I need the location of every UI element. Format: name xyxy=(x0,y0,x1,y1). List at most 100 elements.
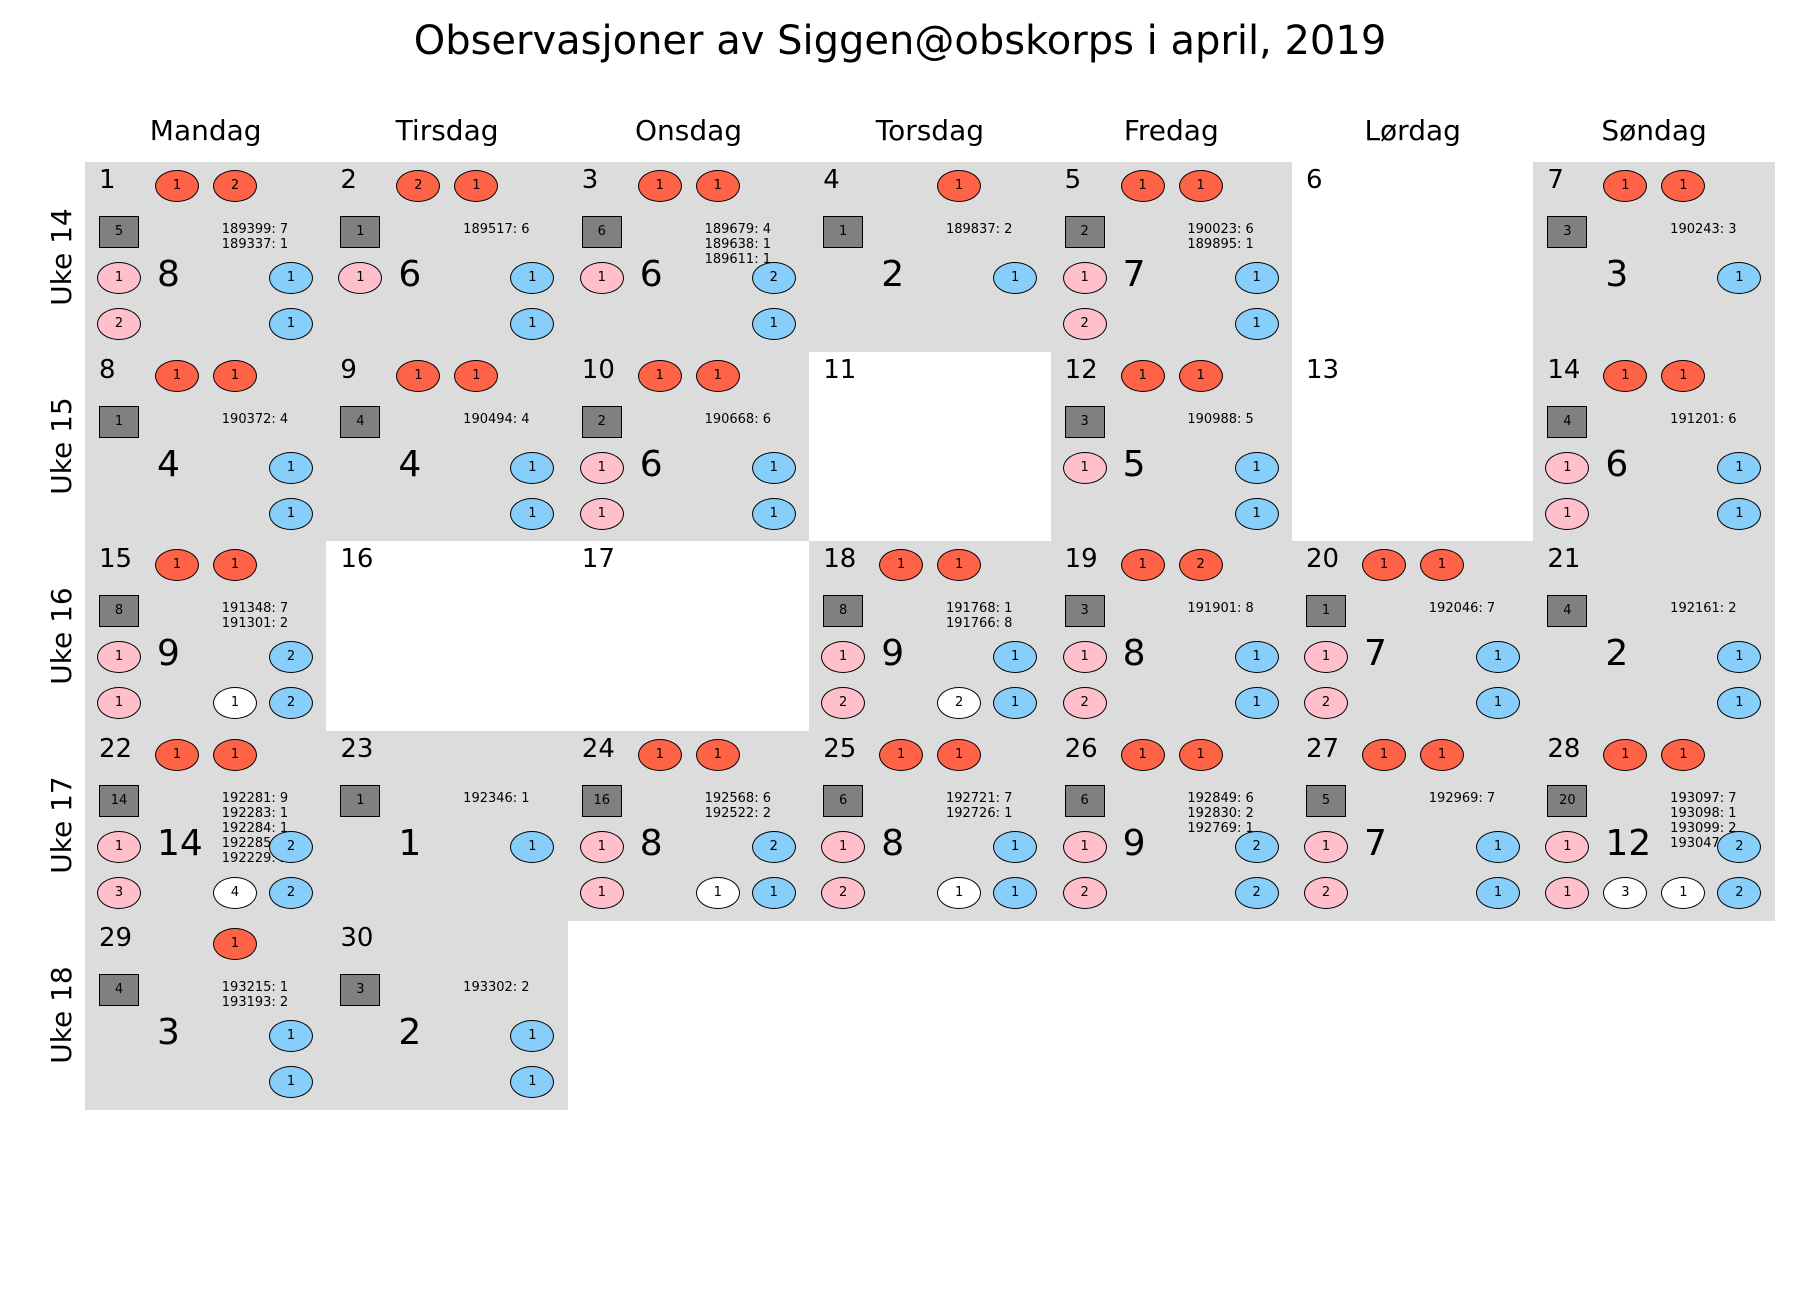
observation-id: 190372: 4 xyxy=(221,411,289,427)
white-count-marker: 1 xyxy=(1661,876,1706,909)
observation-id-list: 189679: 4 189638: 1 189611: 1 xyxy=(678,222,798,267)
gray-count-box: 4 xyxy=(99,974,139,1006)
day-cell: 6 xyxy=(1292,162,1534,352)
pink-count-marker: 1 xyxy=(1062,262,1107,294)
red-count-marker: 1 xyxy=(1362,738,1406,771)
blue-count-marker: 1 xyxy=(510,1020,555,1052)
observation-id-list: 192568: 6 192522: 2 xyxy=(678,791,798,821)
white-count-marker: 4 xyxy=(213,876,257,909)
gray-count-box: 16 xyxy=(581,784,622,817)
blue-count-marker: 1 xyxy=(1717,687,1762,719)
observation-id: 189399: 7 xyxy=(221,222,289,237)
day-number: 16 xyxy=(340,544,374,574)
red-count-marker: 1 xyxy=(1661,359,1706,392)
day-total: 7 xyxy=(1364,633,1387,674)
red-count-marker: 1 xyxy=(155,170,199,202)
gray-count-box: 2 xyxy=(581,405,622,438)
day-total: 4 xyxy=(398,443,422,485)
gray-count-box: 1 xyxy=(340,216,381,248)
observation-id: 190668: 6 xyxy=(704,411,771,427)
red-count-marker: 1 xyxy=(637,359,682,392)
gray-count-box: 3 xyxy=(340,974,381,1006)
day-number: 20 xyxy=(1306,544,1340,574)
observation-id: 191348: 7 xyxy=(221,601,289,616)
weekday-header: Søndag xyxy=(1601,114,1707,147)
observation-id-list: 190668: 6 xyxy=(678,412,798,427)
red-count-marker: 1 xyxy=(695,359,740,392)
observation-id-list: 190988: 5 xyxy=(1161,412,1281,427)
blue-count-marker: 1 xyxy=(1717,641,1762,673)
pink-count-marker: 1 xyxy=(1062,451,1107,484)
red-count-marker: 1 xyxy=(1120,738,1165,771)
gray-count-box: 1 xyxy=(1306,595,1346,627)
day-number: 23 xyxy=(340,733,374,764)
week-label: Uke 17 xyxy=(45,776,78,874)
pink-count-marker: 1 xyxy=(1545,876,1590,909)
red-count-marker: 1 xyxy=(1661,170,1706,202)
blue-count-marker: 1 xyxy=(269,451,313,484)
day-cell: 28 1 1 20 193097: 7 193098: 1 193099: 2 193047:… xyxy=(1533,730,1776,921)
day-number: 4 xyxy=(823,165,840,195)
pink-count-marker: 2 xyxy=(1062,876,1107,909)
gray-count-box: 5 xyxy=(1306,784,1346,817)
day-number: 22 xyxy=(99,733,133,764)
red-count-marker: 1 xyxy=(937,170,982,202)
white-count-marker: 1 xyxy=(213,687,257,719)
blue-count-marker: 1 xyxy=(1234,262,1279,294)
observation-id: 189517: 6 xyxy=(463,222,530,237)
observation-id: 192281: 9 xyxy=(221,790,289,806)
day-total: 2 xyxy=(398,1012,422,1053)
red-count-marker: 1 xyxy=(1603,738,1648,771)
observation-id-list: 192849: 6 192830: 2 192769: 1 xyxy=(1161,791,1281,836)
day-number: 24 xyxy=(581,733,615,764)
day-total: 9 xyxy=(881,633,905,674)
day-total: 6 xyxy=(639,254,663,295)
pink-count-marker: 2 xyxy=(821,687,866,719)
pink-count-marker: 1 xyxy=(579,876,624,909)
gray-count-box: 3 xyxy=(1064,595,1105,627)
red-count-marker: 2 xyxy=(396,170,441,202)
pink-count-marker: 2 xyxy=(97,308,141,340)
blue-count-marker: 1 xyxy=(510,451,555,484)
gray-count-box: 5 xyxy=(99,216,139,248)
weekday-header: Tirsdag xyxy=(395,114,499,147)
day-cell: 29 1 4 193215: 1 193193: 2 3 1 1 xyxy=(85,920,327,1110)
blue-count-marker: 1 xyxy=(510,497,555,530)
observation-id: 192522: 2 xyxy=(704,805,771,821)
observation-id: 193098: 1 xyxy=(1670,805,1737,821)
day-cell: 16 xyxy=(326,541,569,731)
observation-id-list: 190023: 6 189895: 1 xyxy=(1161,222,1281,252)
day-total: 5 xyxy=(1122,443,1146,485)
blue-count-marker: 1 xyxy=(1717,497,1762,530)
blue-count-marker: 1 xyxy=(751,497,796,530)
red-count-marker: 1 xyxy=(637,170,682,202)
week-label: Uke 16 xyxy=(45,587,78,685)
red-count-marker: 1 xyxy=(937,738,982,771)
day-number: 2 xyxy=(340,165,357,195)
day-number: 28 xyxy=(1547,733,1581,764)
blue-count-marker: 2 xyxy=(269,830,313,863)
red-count-marker: 1 xyxy=(213,359,257,392)
day-total: 6 xyxy=(398,254,422,295)
blue-count-marker: 2 xyxy=(1234,830,1279,863)
red-count-marker: 1 xyxy=(213,738,257,771)
blue-count-marker: 1 xyxy=(269,262,313,294)
gray-count-box: 8 xyxy=(823,595,864,627)
red-count-marker: 1 xyxy=(879,549,924,581)
red-count-marker: 1 xyxy=(1603,359,1648,392)
day-number: 7 xyxy=(1547,165,1564,195)
week-label: Uke 14 xyxy=(45,208,78,306)
observation-id: 189895: 1 xyxy=(1187,237,1254,252)
observation-id-list: 191768: 1 191766: 8 xyxy=(919,601,1039,631)
red-count-marker: 1 xyxy=(1178,738,1223,771)
observation-id-list: 192346: 1 xyxy=(436,791,556,806)
pink-count-marker: 2 xyxy=(1304,876,1348,909)
day-total: 12 xyxy=(1605,822,1652,864)
